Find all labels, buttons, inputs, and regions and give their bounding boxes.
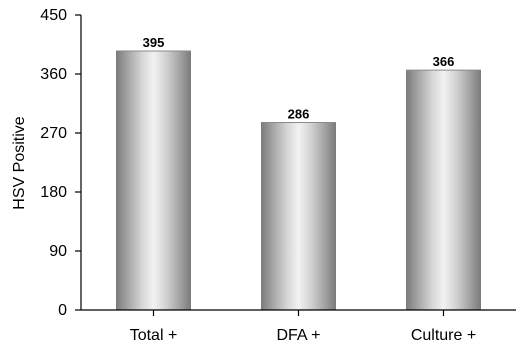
bar-value-label: 395 xyxy=(143,35,165,50)
bar-2 xyxy=(261,122,336,310)
y-tick-label: 180 xyxy=(40,184,67,201)
y-tick-label: 90 xyxy=(49,243,67,260)
x-category-label: DFA + xyxy=(276,327,320,344)
bar-value-label: 366 xyxy=(433,54,455,69)
y-axis-ticks: 0 90 180 270 360 450 xyxy=(40,7,81,319)
data-labels: 395 286 366 xyxy=(143,35,455,121)
y-tick-label: 450 xyxy=(40,7,67,24)
y-tick-label: 270 xyxy=(40,125,67,142)
bar-value-label: 286 xyxy=(288,107,310,122)
bars xyxy=(116,50,481,311)
x-axis-labels: Total + DFA + Culture + xyxy=(130,310,476,344)
bar-3 xyxy=(406,70,481,310)
x-category-label: Culture + xyxy=(411,327,476,344)
bar-1 xyxy=(116,51,191,311)
y-tick-label: 0 xyxy=(58,302,67,319)
y-tick-label: 360 xyxy=(40,66,67,83)
y-axis-title: HSV Positive xyxy=(11,116,28,209)
x-category-label: Total + xyxy=(130,327,178,344)
